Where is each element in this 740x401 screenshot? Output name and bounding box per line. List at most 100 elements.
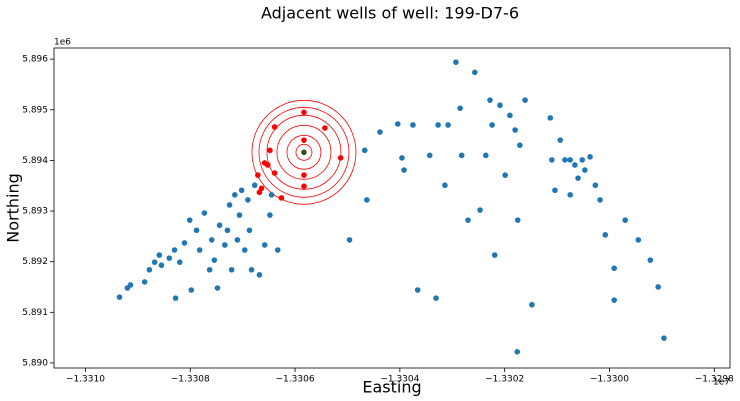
well-point [635, 237, 642, 243]
well-point [522, 97, 528, 103]
well-point [622, 217, 628, 223]
well-point [514, 348, 521, 355]
well-point [579, 157, 586, 163]
well-point [567, 192, 573, 198]
well-point [156, 252, 163, 258]
x-tick-label: −1.3310 [66, 375, 105, 385]
distance-ring [295, 143, 313, 161]
x-tick-label: −1.3304 [380, 375, 419, 385]
well-point [166, 255, 173, 261]
well-point [549, 157, 555, 163]
well-point [394, 121, 401, 127]
well-point [251, 182, 258, 189]
x-offset-label: 1e7 [713, 378, 730, 388]
well-point [529, 301, 535, 308]
well-point [364, 197, 370, 203]
y-offset-label: 1e6 [54, 38, 71, 48]
well-point [487, 97, 493, 103]
well-point [301, 183, 307, 190]
well-point [245, 197, 251, 203]
well-point [267, 212, 273, 218]
well-point [552, 187, 558, 194]
x-tick-label: −1.3300 [590, 375, 629, 385]
well-point [647, 257, 654, 263]
well-point [116, 294, 123, 300]
well-point [127, 282, 134, 288]
well-point [435, 122, 441, 128]
well-point [582, 167, 588, 173]
well-point [514, 217, 521, 223]
well-point [497, 102, 503, 109]
distance-ring [251, 99, 357, 205]
well-point [151, 259, 158, 265]
well-point [224, 227, 231, 234]
well-point [172, 295, 179, 301]
x-tick-label: −1.3308 [171, 375, 210, 385]
well-point [377, 129, 383, 135]
well-point [238, 187, 245, 194]
well-point [158, 262, 165, 269]
well-point [477, 207, 483, 213]
well-point [426, 152, 433, 159]
well-point [346, 237, 353, 243]
well-point [256, 272, 263, 278]
well-point [575, 175, 581, 181]
y-tick-label: 5.894 [22, 156, 48, 166]
well-point [592, 182, 599, 189]
well-point [507, 112, 513, 119]
distance-ring [276, 124, 332, 180]
y-axis-label: Northing [4, 173, 23, 243]
well-point [661, 335, 667, 341]
well-point [271, 170, 278, 176]
well-point [602, 232, 609, 238]
well-point [458, 152, 465, 159]
well-point [188, 287, 195, 293]
well-point [301, 172, 307, 178]
distance-ring [258, 106, 350, 198]
well-point [597, 197, 603, 203]
x-axis-label: Easting [362, 378, 421, 397]
well-point [401, 167, 407, 173]
distance-ring [286, 134, 322, 170]
well-point [222, 242, 228, 248]
well-point [457, 105, 463, 112]
well-point [483, 152, 489, 159]
well-point [453, 59, 459, 65]
chart-title: Adjacent wells of well: 199-D7-6 [261, 4, 519, 23]
x-tick-label: −1.3302 [485, 375, 524, 385]
well-point [261, 242, 268, 248]
distance-ring [266, 114, 342, 190]
well-point [301, 109, 307, 116]
well-point [268, 192, 275, 198]
y-tick-label: 5.891 [22, 308, 48, 318]
y-tick-label: 5.896 [22, 55, 48, 65]
well-point [214, 285, 221, 291]
well-point [208, 237, 215, 243]
well-point [301, 137, 307, 143]
well-point [337, 155, 344, 161]
well-point [322, 125, 328, 131]
well-point [611, 297, 617, 303]
well-point [491, 252, 498, 258]
well-point [361, 147, 368, 154]
well-point [471, 69, 478, 76]
plot-frame [53, 47, 731, 369]
well-point [171, 247, 178, 253]
well-point [226, 202, 233, 208]
well-point [572, 162, 578, 168]
well-point [547, 115, 554, 121]
x-tick-label: −1.3298 [695, 375, 734, 385]
well-point [248, 266, 255, 273]
well-point [255, 172, 261, 178]
well-point [399, 155, 405, 161]
well-point [410, 122, 416, 128]
well-point [141, 279, 148, 285]
well-point [196, 247, 203, 253]
y-tick-label: 5.893 [22, 207, 48, 217]
y-tick-label: 5.890 [22, 358, 48, 368]
x-tick-label: −1.3306 [276, 375, 315, 385]
well-point [216, 222, 223, 229]
well-point [557, 137, 564, 143]
well-point [433, 295, 439, 301]
